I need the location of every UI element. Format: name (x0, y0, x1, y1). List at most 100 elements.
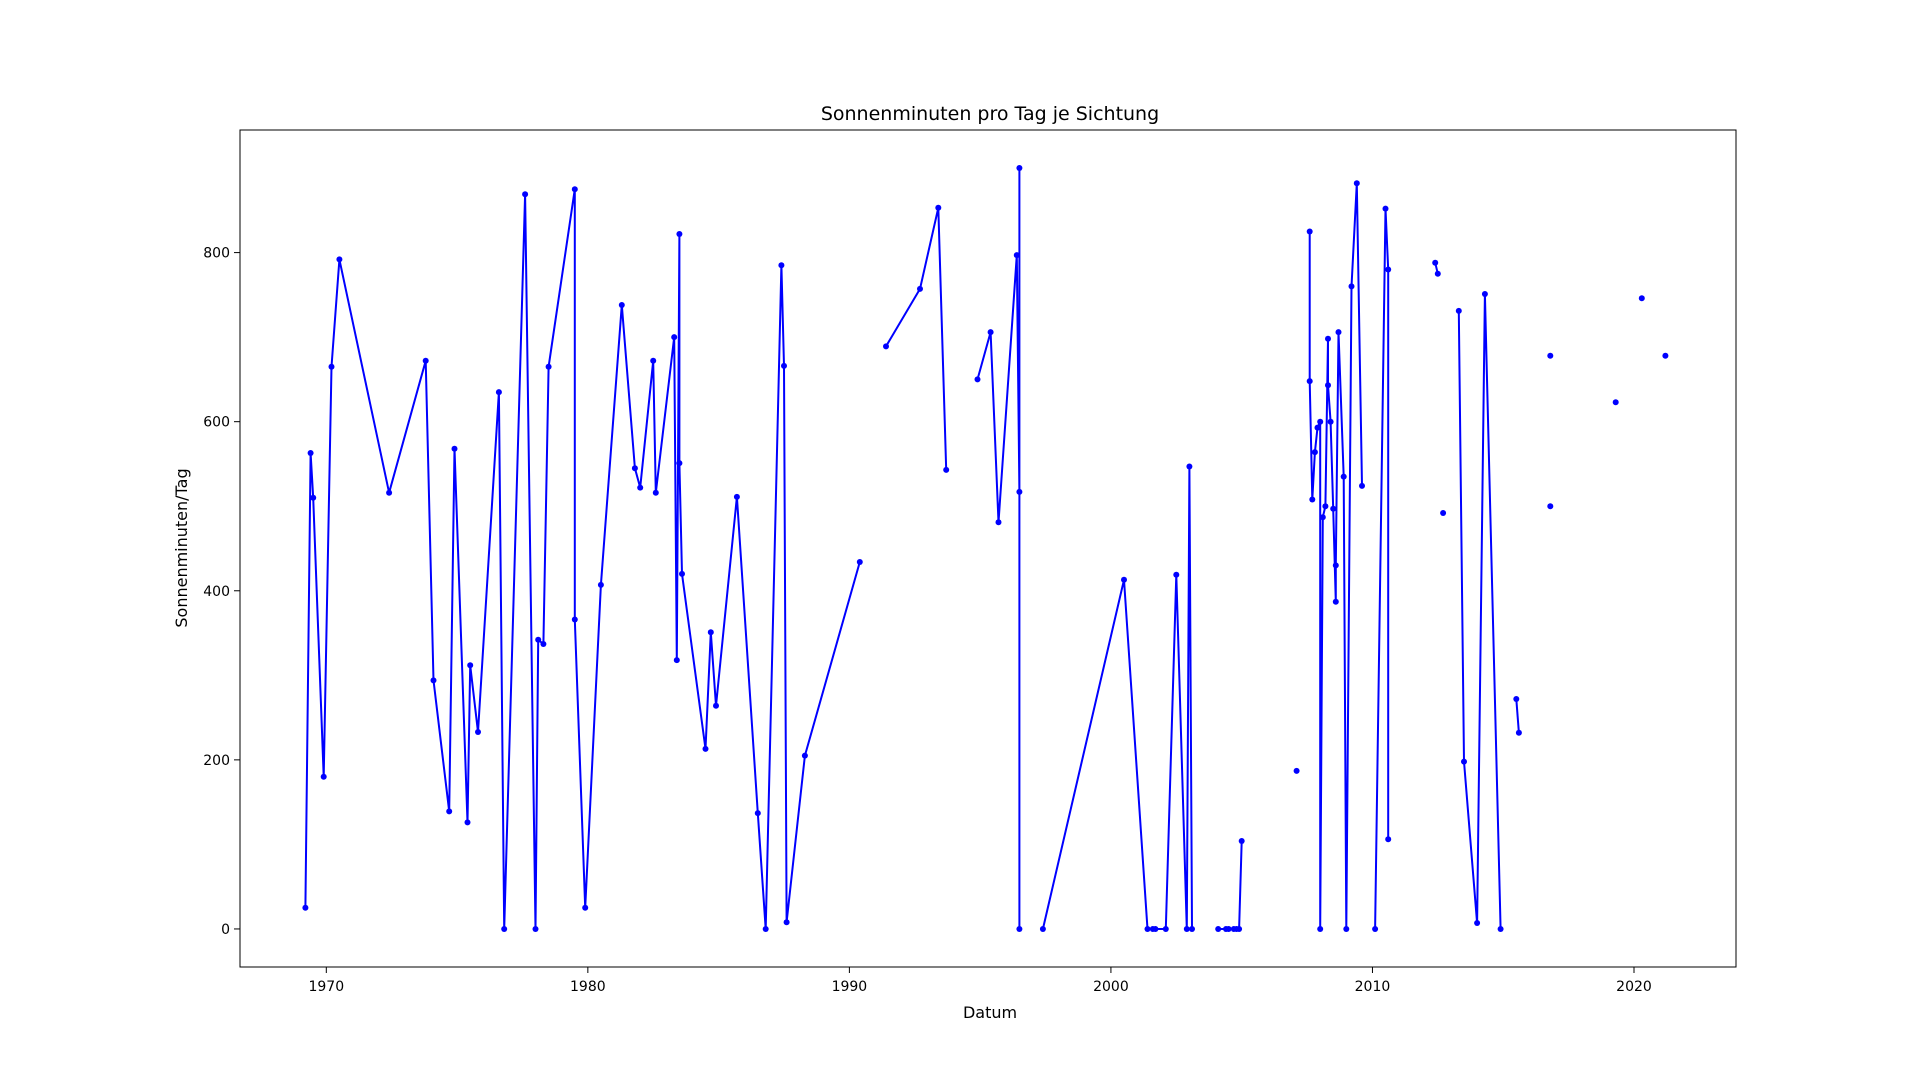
data-point (1343, 926, 1350, 932)
data-point (446, 808, 453, 815)
data-point (650, 357, 657, 364)
data-point (501, 926, 508, 932)
y-tick-label: 200 (203, 753, 230, 769)
x-axis: 1970 1980 1990 2000 2010 2020 (308, 967, 1652, 995)
data-point (1144, 926, 1151, 932)
data-point (1215, 926, 1222, 932)
data-point (679, 570, 685, 577)
data-point (1238, 838, 1245, 844)
data-point (1325, 382, 1331, 389)
data-point (571, 186, 578, 193)
data-point (1306, 378, 1313, 385)
data-point (778, 262, 785, 269)
series-line (304, 188, 861, 930)
series-line (1218, 840, 1243, 930)
data-point (1348, 283, 1355, 290)
data-point (707, 629, 714, 636)
series-line (1374, 207, 1390, 930)
data-point (1314, 424, 1321, 431)
data-point (713, 702, 719, 709)
data-point (762, 926, 769, 932)
data-point (1319, 514, 1326, 521)
data-point (618, 302, 625, 308)
data-point (336, 256, 343, 263)
data-point (781, 362, 787, 369)
y-tick-label: 800 (203, 246, 230, 262)
y-tick-label: 600 (203, 415, 230, 431)
data-point (883, 343, 889, 350)
data-point (328, 363, 335, 370)
data-point (1311, 449, 1318, 456)
x-tick-label: 1990 (832, 979, 868, 995)
data-point (422, 357, 429, 364)
data-point (310, 494, 317, 501)
data-point (1016, 926, 1023, 932)
y-tick-label: 400 (203, 584, 230, 600)
data-point (1382, 205, 1389, 212)
data-point (1662, 352, 1669, 359)
x-axis-title: Datum (963, 1003, 1017, 1022)
data-point (1293, 767, 1300, 774)
data-point (495, 389, 502, 396)
data-point (571, 616, 578, 623)
data-point (974, 376, 981, 383)
data-point (1547, 503, 1554, 510)
data-point (464, 819, 471, 826)
data-point (540, 641, 547, 647)
data-point (943, 466, 950, 473)
data-point (1359, 482, 1365, 489)
data-point (451, 445, 458, 452)
data-point (1306, 228, 1313, 235)
y-tick-label: 0 (221, 922, 230, 938)
data-point (467, 662, 474, 669)
x-tick-label: 2010 (1355, 979, 1391, 995)
data-point (1016, 488, 1023, 495)
x-tick-label: 2000 (1093, 979, 1129, 995)
series-line (885, 206, 948, 470)
data-point (307, 450, 314, 456)
data-point (1039, 926, 1046, 932)
data-point (1497, 926, 1504, 932)
data-point (1317, 926, 1324, 932)
data-point (987, 329, 994, 336)
data-point (995, 519, 1002, 526)
data-point (302, 904, 309, 911)
data-point (783, 919, 790, 926)
data-point (1322, 503, 1329, 510)
y-axis: 0 200 400 600 800 (203, 246, 240, 938)
data-point (801, 752, 808, 759)
data-point (1461, 758, 1467, 765)
data-point (1440, 510, 1447, 516)
data-point (582, 904, 589, 911)
data-point (1612, 399, 1619, 406)
data-point (637, 484, 644, 491)
data-point (1330, 505, 1337, 512)
series-line (1308, 182, 1363, 930)
data-point (475, 729, 481, 735)
data-point (1432, 259, 1439, 266)
data-point (1327, 418, 1334, 425)
series-line (1041, 465, 1193, 930)
data-point (597, 581, 604, 588)
data-point (522, 191, 529, 198)
data-point (1513, 696, 1520, 702)
data-point (386, 489, 393, 496)
data-point (1183, 926, 1190, 932)
data-point (671, 334, 678, 341)
x-tick-label: 1980 (570, 979, 606, 995)
data-point (1455, 307, 1462, 314)
data-point (1332, 562, 1339, 569)
data-point (1638, 295, 1645, 302)
data-point (631, 465, 638, 472)
data-point (535, 636, 542, 643)
x-tick-label: 1970 (308, 979, 344, 995)
y-axis-title: Sonnenminuten/Tag (172, 468, 191, 627)
data-point (652, 489, 659, 496)
data-point (1434, 270, 1441, 277)
data-point (1332, 598, 1339, 605)
data-point (856, 559, 863, 565)
data-point (1016, 165, 1023, 171)
data-point (1547, 352, 1554, 359)
series-lines (304, 167, 1520, 930)
